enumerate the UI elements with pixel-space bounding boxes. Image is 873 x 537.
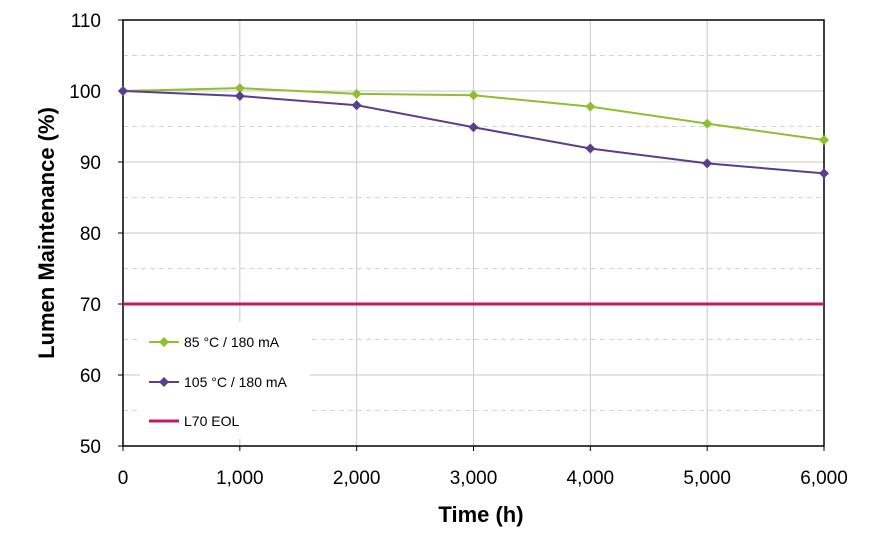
data-point: [702, 118, 713, 129]
legend-label: 85 °C / 180 mA: [184, 334, 280, 350]
legend: 85 °C / 180 mA 105 °C / 180 mA L70 EOL: [140, 322, 310, 439]
x-axis-tick-labels: 0 1,000 2,000 3,000 4,000 5,000 6,000: [118, 446, 848, 489]
x-tick-label: 2,000: [333, 468, 381, 489]
y-tick-label: 80: [80, 224, 101, 245]
y-tick-label: 70: [80, 295, 101, 316]
data-point: [234, 90, 245, 101]
x-axis-title: Time (h): [438, 502, 523, 527]
x-tick-label: 3,000: [450, 468, 498, 489]
x-tick-label: 1,000: [216, 468, 264, 489]
legend-marker: [159, 337, 169, 347]
data-point: [351, 100, 362, 111]
legend-item-1: 105 °C / 180 mA: [149, 374, 288, 390]
data-point: [819, 168, 829, 179]
legend-item-2: L70 EOL: [149, 413, 239, 429]
y-tick-label: 100: [69, 82, 101, 103]
data-point: [819, 134, 829, 145]
y-tick-label: 110: [71, 11, 101, 32]
x-tick-label: 0: [118, 468, 129, 489]
series-1: [118, 86, 829, 179]
series-0: [118, 83, 829, 145]
data-point: [234, 83, 245, 94]
legend-label: 105 °C / 180 mA: [184, 374, 288, 390]
x-tick-label: 6,000: [800, 468, 848, 489]
legend-item-0: 85 °C / 180 mA: [149, 334, 280, 350]
data-point: [351, 88, 362, 99]
data-point: [118, 86, 128, 96]
y-axis-tick-labels: 50 60 70 80 90 100 110: [69, 11, 123, 458]
y-tick-label: 90: [80, 153, 101, 174]
data-point: [468, 90, 479, 101]
x-tick-label: 4,000: [567, 468, 615, 489]
data-point: [585, 143, 596, 154]
x-tick-label: 5,000: [683, 468, 731, 489]
y-tick-label: 60: [80, 366, 101, 387]
legend-marker: [159, 377, 169, 387]
legend-label: L70 EOL: [184, 413, 239, 429]
data-point: [585, 101, 596, 112]
y-axis-title: Lumen Maintenance (%): [34, 107, 59, 359]
data-point: [702, 158, 713, 169]
y-tick-label: 50: [80, 437, 101, 458]
data-point: [468, 122, 479, 133]
series-layer: [118, 83, 829, 306]
